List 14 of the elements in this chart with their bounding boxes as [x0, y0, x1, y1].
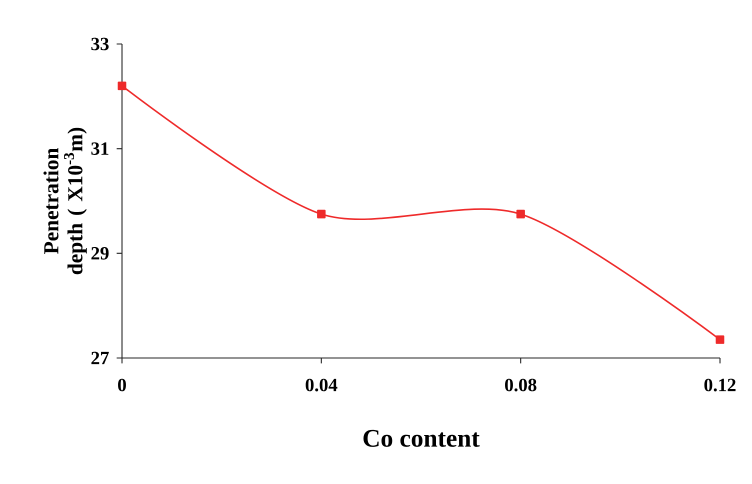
x-tick-label: 0 — [118, 378, 126, 392]
point — [118, 82, 126, 90]
y-tick-label: 33 — [91, 38, 109, 50]
x-axis-title: Co content — [363, 430, 480, 447]
x-tick-label: 0.08 — [505, 378, 536, 392]
point — [317, 210, 326, 218]
x-tick-label: 0.12 — [704, 378, 736, 392]
y-tick-label: 29 — [91, 247, 109, 260]
y-tick-label: 31 — [91, 142, 108, 155]
x-tick-label: 0.04 — [306, 378, 338, 392]
point — [516, 210, 525, 218]
point — [716, 335, 724, 344]
y-axis-title: Penetration depth ( X10$^{-3}$m) — [43, 128, 87, 274]
y-tick-label: 27 — [91, 352, 109, 364]
